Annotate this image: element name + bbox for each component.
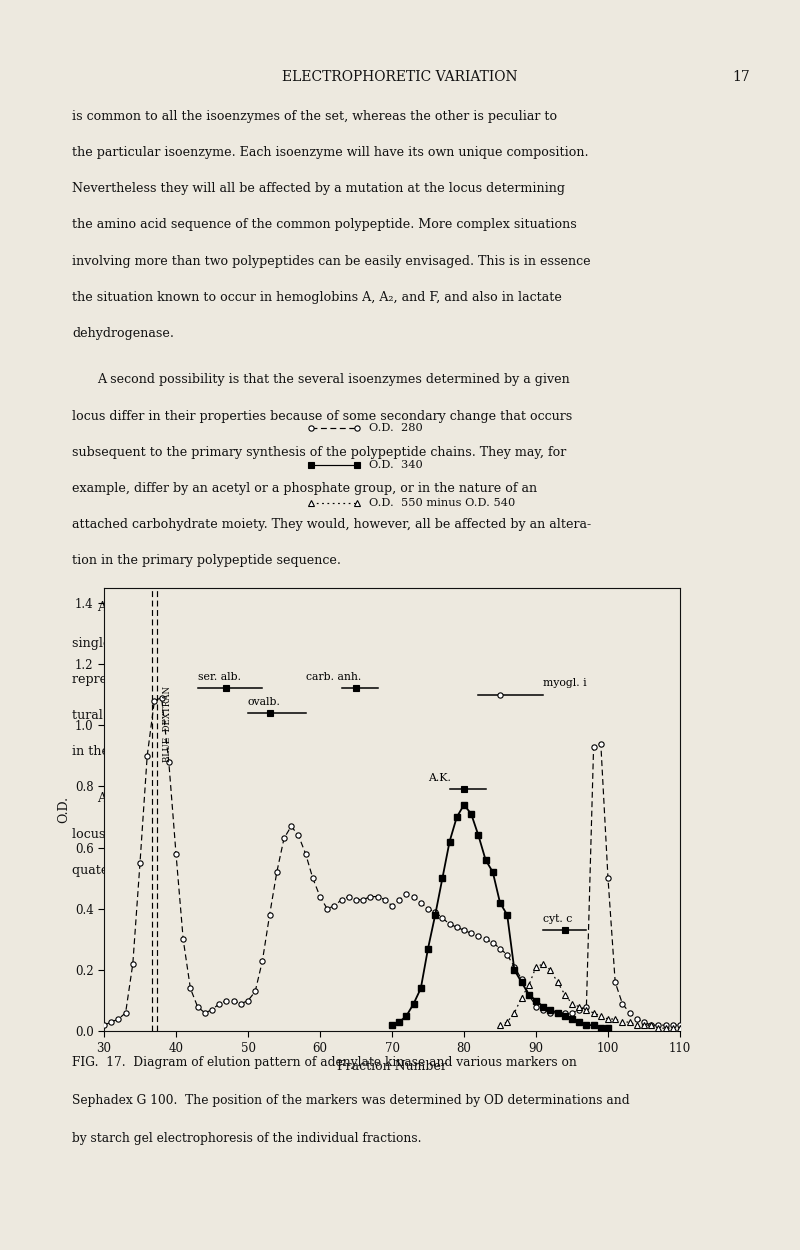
Text: locus, have exactly the same primary structures, but differ in their tertiary or: locus, have exactly the same primary str… (72, 828, 570, 841)
Text: 17: 17 (732, 70, 750, 84)
Text: myogl. i: myogl. i (543, 679, 587, 689)
Text: ovalb.: ovalb. (248, 696, 281, 706)
Text: Nevertheless they will all be affected by a mutation at the locus determining: Nevertheless they will all be affected b… (72, 182, 565, 195)
Text: FIG.  17.  Diagram of elution pattern of adenylate kinase and various markers on: FIG. 17. Diagram of elution pattern of a… (72, 1056, 577, 1069)
Text: dehydrogenase.: dehydrogenase. (72, 328, 174, 340)
Text: represent monomers, dimers, trimers, etc. of a single polypeptide chain. A struc: represent monomers, dimers, trimers, etc… (72, 672, 592, 686)
Text: ELECTROPHORETIC VARIATION: ELECTROPHORETIC VARIATION (282, 70, 518, 84)
Text: carb. anh.: carb. anh. (306, 672, 361, 682)
Text: ser. alb.: ser. alb. (198, 672, 241, 682)
Text: quaternary conformations. The existence of such stable conformational isomers: quaternary conformations. The existence … (72, 864, 584, 877)
Text: by starch gel electrophoresis of the individual fractions.: by starch gel electrophoresis of the ind… (72, 1132, 422, 1145)
Y-axis label: O.D.: O.D. (58, 796, 70, 822)
Text: the amino acid sequence of the common polypeptide. More complex situations: the amino acid sequence of the common po… (72, 219, 577, 231)
Text: involving more than two polypeptides can be easily envisaged. This is in essence: involving more than two polypeptides can… (72, 255, 590, 268)
Text: A third possibility is that the multiple enzyme components affected by a: A third possibility is that the multiple… (98, 601, 560, 614)
Text: Sephadex G 100.  The position of the markers was determined by OD determinations: Sephadex G 100. The position of the mark… (72, 1094, 630, 1108)
Text: the situation known to occur in hemoglobins A, A₂, and F, and also in lactate: the situation known to occur in hemoglob… (72, 291, 562, 304)
Text: tion in the primary polypeptide sequence.: tion in the primary polypeptide sequence… (72, 554, 341, 568)
Text: O.D.  280: O.D. 280 (369, 422, 422, 432)
Text: example, differ by an acetyl or a phosphate group, or in the nature of an: example, differ by an acetyl or a phosph… (72, 482, 537, 495)
Text: A fourth possibility is that the several isoenzymes, determined by a given: A fourth possibility is that the several… (98, 791, 569, 805)
Text: is common to all the isoenzymes of the set, whereas the other is peculiar to: is common to all the isoenzymes of the s… (72, 110, 557, 123)
Text: in the several components.: in the several components. (72, 745, 245, 759)
Text: subsequent to the primary synthesis of the polypeptide chains. They may, for: subsequent to the primary synthesis of t… (72, 446, 566, 459)
Text: A second possibility is that the several isoenzymes determined by a given: A second possibility is that the several… (98, 374, 570, 386)
Text: A.K.: A.K. (428, 774, 451, 784)
Text: BLUE  DEXTRAN: BLUE DEXTRAN (163, 686, 172, 762)
Text: cyt. c: cyt. c (543, 914, 573, 924)
Text: locus differ in their properties because of some secondary change that occurs: locus differ in their properties because… (72, 410, 572, 422)
Text: attached carbohydrate moiety. They would, however, all be affected by an altera-: attached carbohydrate moiety. They would… (72, 519, 591, 531)
Text: O.D.  550 minus O.D. 540: O.D. 550 minus O.D. 540 (369, 499, 515, 509)
Text: the particular isoenzyme. Each isoenzyme will have its own unique composition.: the particular isoenzyme. Each isoenzyme… (72, 146, 589, 159)
Text: tural alteration in this basic subunit would result in a simultaneous alteration: tural alteration in this basic subunit w… (72, 709, 571, 722)
X-axis label: Fraction Number: Fraction Number (337, 1060, 447, 1074)
Text: single locus differ from one another in molecular size. They may, for example,: single locus differ from one another in … (72, 636, 572, 650)
Text: O.D.  340: O.D. 340 (369, 460, 422, 470)
